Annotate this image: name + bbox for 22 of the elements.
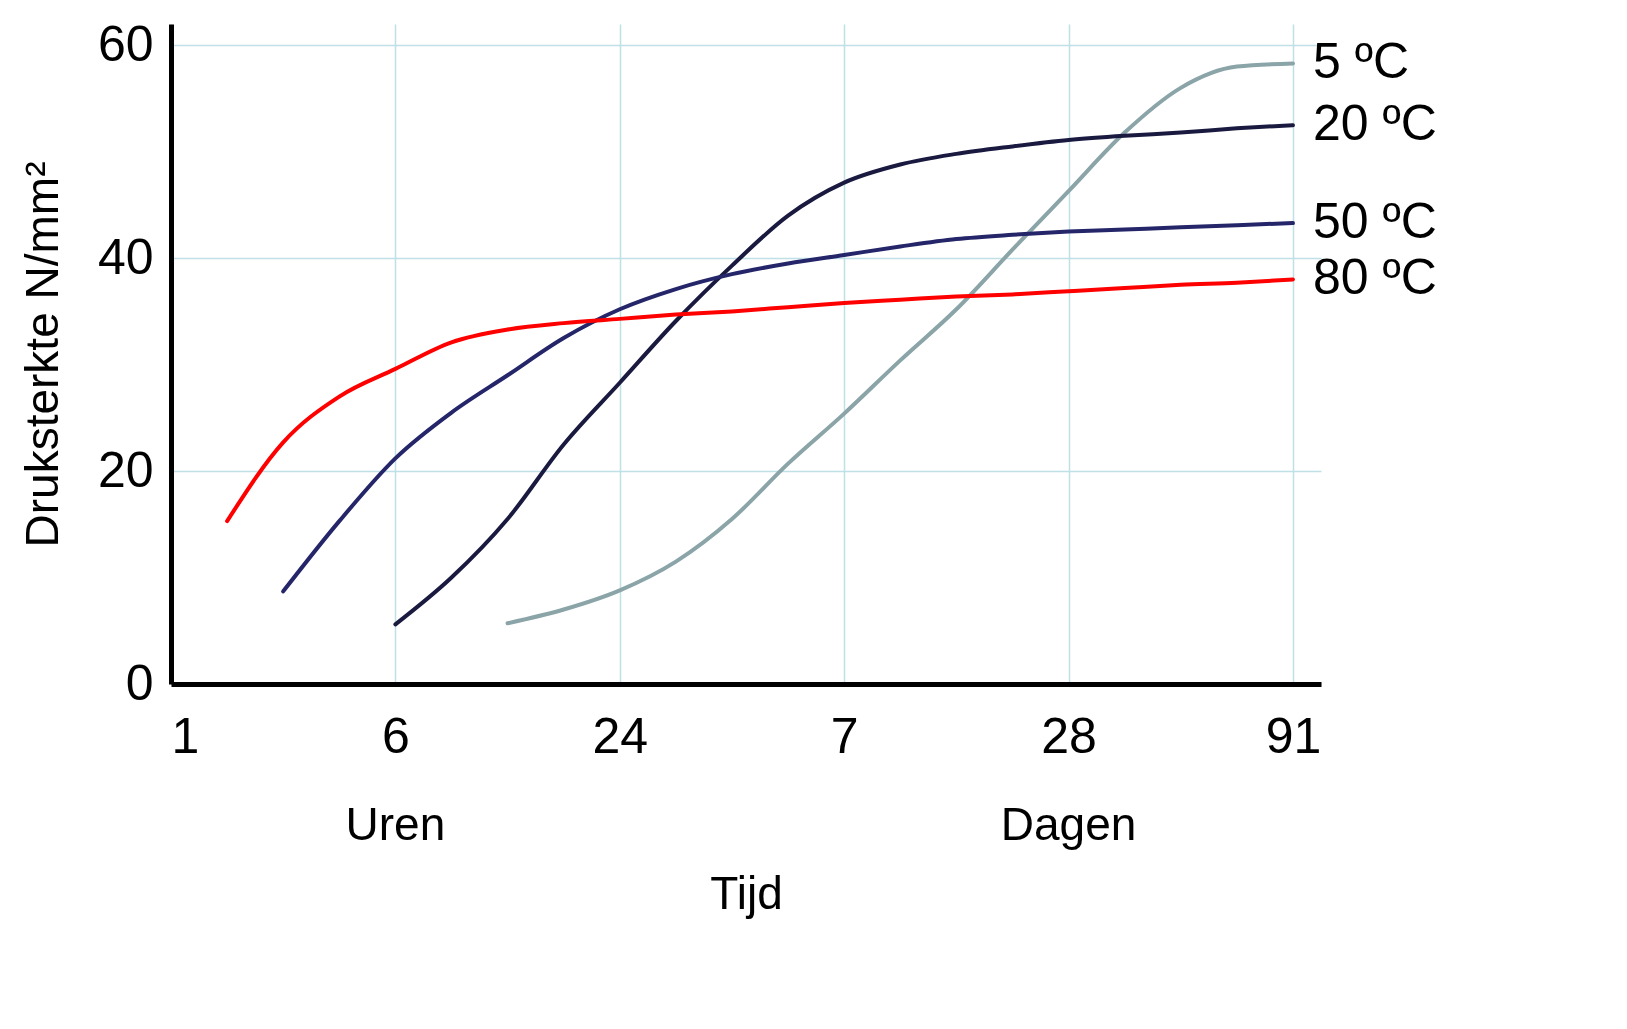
line-series bbox=[281, 221, 1295, 594]
x-tick-label: 91 bbox=[1265, 707, 1322, 764]
line-series bbox=[393, 123, 1295, 627]
y-tick-label: 0 bbox=[125, 654, 154, 711]
y-tick-label: 60 bbox=[97, 15, 154, 72]
series-label: 20 ºC bbox=[1312, 95, 1437, 152]
x-tick-label: 28 bbox=[1041, 707, 1097, 764]
y-tick-label: 20 bbox=[97, 441, 154, 498]
series-label: 80 ºC bbox=[1312, 249, 1437, 306]
x-tick-label: 7 bbox=[830, 707, 859, 764]
x-axis-title: Tijd bbox=[710, 866, 783, 919]
x-tick-label: 1 bbox=[171, 707, 200, 764]
y-tick-label: 40 bbox=[97, 228, 154, 285]
text: Dagen bbox=[1000, 798, 1137, 850]
line-series bbox=[505, 61, 1295, 626]
x-tick-label: 24 bbox=[592, 707, 649, 764]
line-series bbox=[225, 277, 1295, 524]
text: Uren bbox=[345, 798, 446, 850]
series-label: 50 ºC bbox=[1312, 193, 1437, 250]
x-tick-label: 6 bbox=[381, 707, 410, 764]
series-label: 5 ºC bbox=[1312, 33, 1410, 90]
y-axis-title: Druksterkte N/mm² bbox=[15, 161, 68, 548]
